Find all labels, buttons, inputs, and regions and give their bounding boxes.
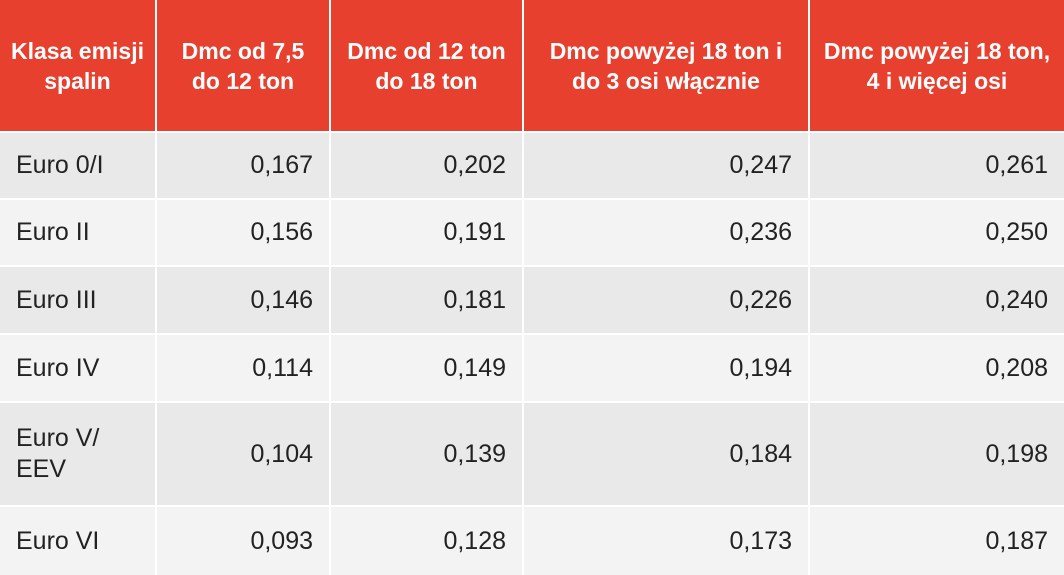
row-label: Euro II — [0, 200, 155, 265]
value-cell: 0,173 — [524, 507, 808, 575]
value-cell: 0,146 — [157, 267, 329, 333]
value-cell: 0,208 — [810, 335, 1064, 401]
value-cell: 0,187 — [810, 507, 1064, 575]
value-cell: 0,181 — [331, 267, 522, 333]
value-cell: 0,240 — [810, 267, 1064, 333]
value-cell: 0,247 — [524, 133, 808, 198]
value-cell: 0,202 — [331, 133, 522, 198]
header-cell: Dmc powyżej 18 ton, 4 i więcej osi — [810, 0, 1064, 131]
header-cell: Dmc powyżej 18 ton i do 3 osi włącznie — [524, 0, 808, 131]
value-cell: 0,261 — [810, 133, 1064, 198]
value-cell: 0,167 — [157, 133, 329, 198]
value-cell: 0,104 — [157, 403, 329, 505]
row-label: Euro 0/I — [0, 133, 155, 198]
value-cell: 0,236 — [524, 200, 808, 265]
value-cell: 0,156 — [157, 200, 329, 265]
row-label: Euro VI — [0, 507, 155, 575]
row-label: Euro V/ EEV — [0, 403, 155, 505]
header-cell: Dmc od 12 ton do 18 ton — [331, 0, 522, 131]
row-label: Euro IV — [0, 335, 155, 401]
value-cell: 0,191 — [331, 200, 522, 265]
value-cell: 0,226 — [524, 267, 808, 333]
value-cell: 0,184 — [524, 403, 808, 505]
row-label: Euro III — [0, 267, 155, 333]
value-cell: 0,194 — [524, 335, 808, 401]
value-cell: 0,114 — [157, 335, 329, 401]
header-cell: Dmc od 7,5 do 12 ton — [157, 0, 329, 131]
value-cell: 0,139 — [331, 403, 522, 505]
value-cell: 0,250 — [810, 200, 1064, 265]
value-cell: 0,149 — [331, 335, 522, 401]
value-cell: 0,128 — [331, 507, 522, 575]
header-cell: Klasa emisji spalin — [0, 0, 155, 131]
value-cell: 0,198 — [810, 403, 1064, 505]
value-cell: 0,093 — [157, 507, 329, 575]
